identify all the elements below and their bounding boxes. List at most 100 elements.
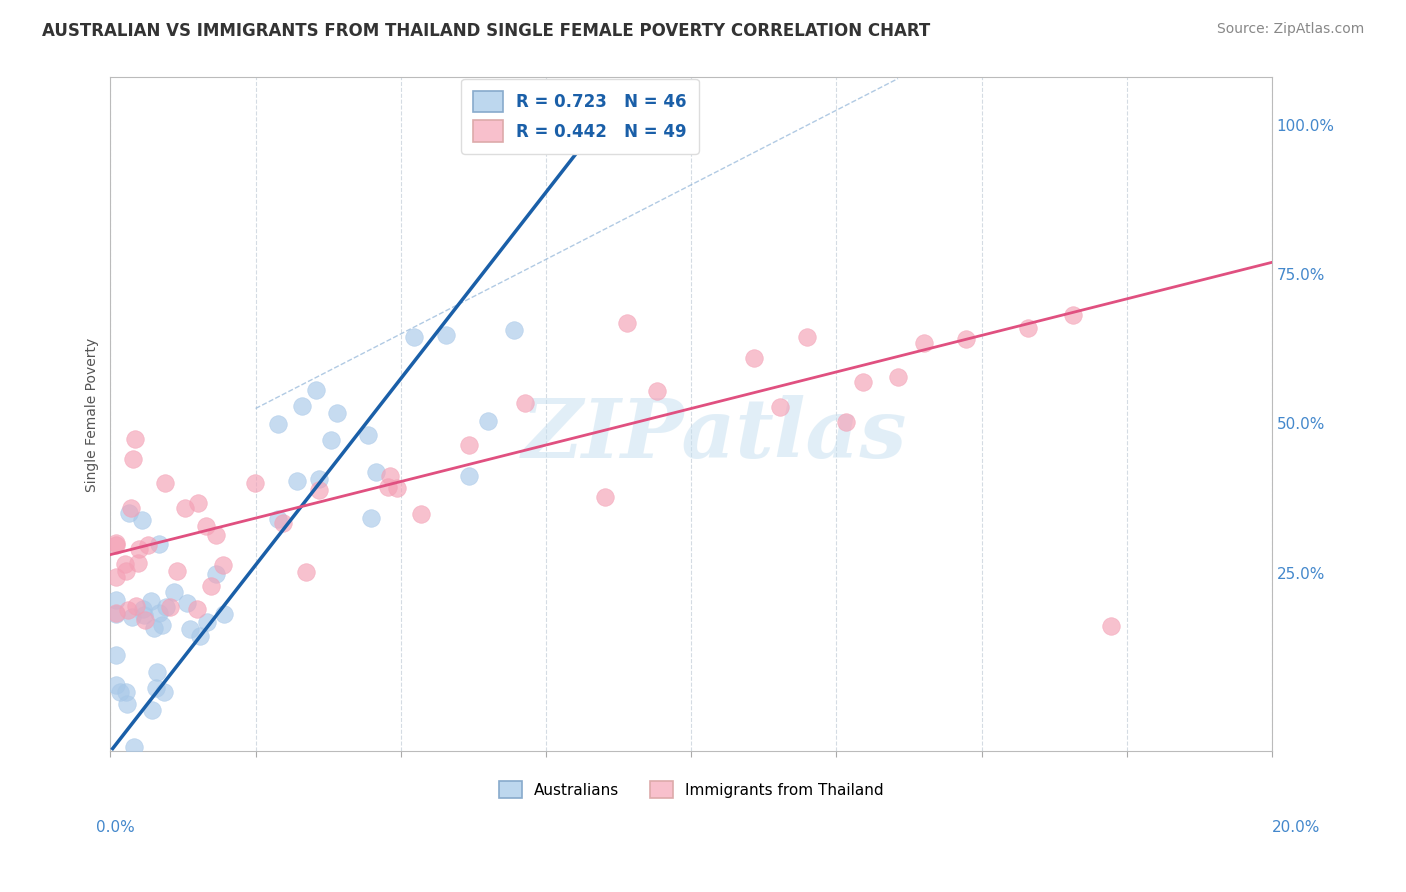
Point — [187, 496, 209, 510]
Point — [153, 685, 176, 699]
Point — [110, 685, 132, 699]
Point — [136, 538, 159, 552]
Point — [128, 542, 150, 557]
Point — [267, 512, 290, 526]
Point — [153, 475, 176, 490]
Point — [134, 613, 156, 627]
Point — [295, 565, 318, 579]
Point — [385, 481, 408, 495]
Point — [593, 490, 616, 504]
Point — [205, 567, 228, 582]
Point — [132, 602, 155, 616]
Point — [402, 330, 425, 344]
Point — [132, 608, 155, 623]
Point — [409, 508, 432, 522]
Point — [120, 501, 142, 516]
Point — [366, 465, 388, 479]
Point — [163, 585, 186, 599]
Point — [179, 622, 201, 636]
Point — [434, 328, 457, 343]
Point — [502, 322, 524, 336]
Point — [143, 621, 166, 635]
Point — [173, 500, 195, 515]
Point — [125, 599, 148, 613]
Text: Source: ZipAtlas.com: Source: ZipAtlas.com — [1216, 22, 1364, 37]
Point — [115, 564, 138, 578]
Point — [477, 414, 499, 428]
Point — [245, 476, 267, 491]
Point — [146, 665, 169, 679]
Point — [188, 629, 211, 643]
Point — [912, 336, 935, 351]
Point — [291, 399, 314, 413]
Point — [148, 606, 170, 620]
Point — [796, 330, 818, 344]
Point — [176, 596, 198, 610]
Point — [835, 415, 858, 429]
Point — [319, 433, 342, 447]
Point — [458, 469, 481, 483]
Point — [285, 475, 308, 489]
Point — [205, 527, 228, 541]
Point — [118, 507, 141, 521]
Point — [377, 480, 399, 494]
Point — [141, 703, 163, 717]
Legend: Australians, Immigrants from Thailand: Australians, Immigrants from Thailand — [492, 774, 890, 805]
Point — [105, 535, 128, 549]
Point — [105, 538, 128, 552]
Point — [1062, 309, 1084, 323]
Point — [458, 438, 481, 452]
Point — [115, 685, 138, 699]
Point — [186, 602, 208, 616]
Point — [360, 511, 382, 525]
Point — [852, 376, 875, 390]
Point — [166, 564, 188, 578]
Text: ZIPatlas: ZIPatlas — [522, 394, 907, 475]
Point — [200, 579, 222, 593]
Point — [380, 469, 402, 483]
Text: AUSTRALIAN VS IMMIGRANTS FROM THAILAND SINGLE FEMALE POVERTY CORRELATION CHART: AUSTRALIAN VS IMMIGRANTS FROM THAILAND S… — [42, 22, 931, 40]
Point — [105, 678, 128, 692]
Point — [121, 452, 143, 467]
Point — [115, 698, 138, 712]
Text: 20.0%: 20.0% — [1272, 821, 1320, 835]
Point — [117, 603, 139, 617]
Point — [105, 606, 128, 620]
Point — [105, 570, 128, 584]
Text: 0.0%: 0.0% — [96, 821, 135, 835]
Point — [148, 537, 170, 551]
Point — [513, 396, 536, 410]
Point — [121, 609, 143, 624]
Point — [768, 400, 790, 414]
Point — [105, 648, 128, 662]
Point — [105, 592, 128, 607]
Point — [742, 351, 765, 365]
Point — [308, 472, 330, 486]
Point — [955, 332, 977, 346]
Point — [194, 519, 217, 533]
Point — [212, 607, 235, 622]
Point — [645, 384, 668, 398]
Y-axis label: Single Female Poverty: Single Female Poverty — [86, 337, 100, 491]
Point — [326, 405, 349, 419]
Point — [145, 681, 167, 695]
Point — [114, 557, 136, 571]
Point — [212, 558, 235, 572]
Point — [159, 600, 181, 615]
Point — [616, 316, 638, 330]
Point — [127, 556, 149, 570]
Point — [1099, 619, 1122, 633]
Point — [357, 428, 380, 442]
Point — [155, 600, 177, 615]
Point — [124, 433, 146, 447]
Point — [195, 615, 218, 629]
Point — [308, 483, 330, 497]
Point — [139, 594, 162, 608]
Point — [305, 383, 328, 397]
Point — [1017, 321, 1039, 335]
Point — [266, 417, 288, 431]
Point — [131, 513, 153, 527]
Point — [887, 370, 910, 384]
Point — [122, 739, 145, 754]
Point — [105, 607, 128, 622]
